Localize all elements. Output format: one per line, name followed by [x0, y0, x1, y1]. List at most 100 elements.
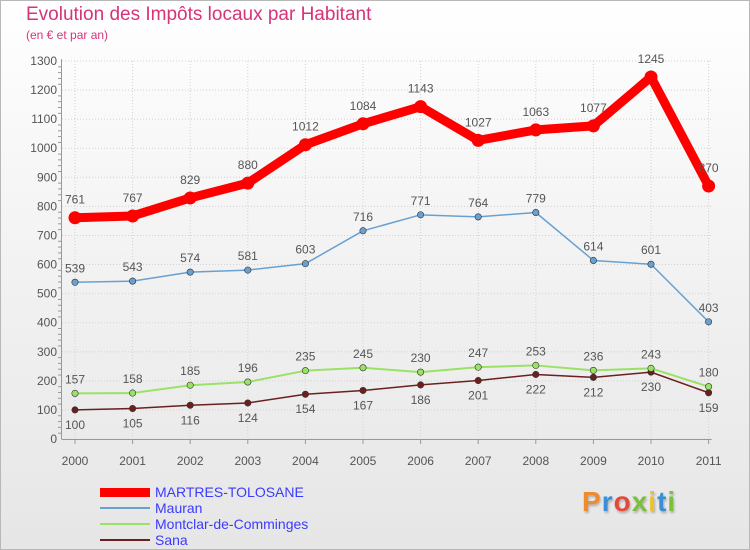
data-point-sana-2000	[71, 406, 79, 414]
data-label-montclar-de-comminges-2007: 247	[468, 346, 488, 360]
data-point-sana-2002	[186, 401, 194, 409]
data-point-mauran-2003	[244, 266, 252, 274]
data-label-montclar-de-comminges-2009: 236	[583, 349, 603, 363]
data-point-mauran-2006	[417, 211, 425, 219]
data-label-mauran-2011: 403	[699, 301, 719, 315]
x-tick-label-2011: 2011	[696, 454, 722, 468]
data-point-mauran-2009	[589, 256, 597, 264]
data-label-mauran-2007: 764	[468, 196, 488, 210]
chart-title: Evolution des Impôts locaux par Habitant	[26, 4, 372, 25]
data-point-mauran-2004	[301, 260, 309, 268]
y-tick-label-600: 600	[37, 258, 57, 272]
data-label-sana-2011: 159	[699, 401, 719, 415]
data-point-martres-tolosane-2011	[702, 179, 716, 193]
y-tick-label-1200: 1200	[30, 83, 57, 97]
data-label-montclar-de-comminges-2010: 243	[641, 347, 661, 361]
y-tick-label-800: 800	[37, 199, 57, 213]
data-point-mauran-2010	[647, 260, 655, 268]
data-point-montclar-de-comminges-2009	[589, 366, 597, 374]
data-point-sana-2003	[244, 399, 252, 407]
data-point-martres-tolosane-2000	[68, 211, 82, 225]
data-point-mauran-2001	[129, 277, 137, 285]
data-point-sana-2011	[705, 389, 713, 397]
data-label-mauran-2005: 716	[353, 210, 373, 224]
data-point-sana-2001	[129, 404, 137, 412]
x-tick-label-2008: 2008	[522, 454, 549, 468]
data-point-sana-2009	[589, 373, 597, 381]
data-label-mauran-2002: 574	[180, 251, 200, 265]
data-point-montclar-de-comminges-2011	[705, 383, 713, 391]
x-tick-label-2007: 2007	[465, 454, 492, 468]
data-label-martres-tolosane-2001: 767	[123, 191, 143, 205]
data-label-montclar-de-comminges-2001: 158	[123, 372, 143, 386]
proxiti-logo: Proxiti	[582, 486, 677, 517]
data-point-martres-tolosane-2002	[183, 191, 197, 205]
y-tick-label-900: 900	[37, 170, 57, 184]
data-point-montclar-de-comminges-2007	[474, 363, 482, 371]
x-tick-label-2002: 2002	[177, 454, 204, 468]
y-tick-label-1000: 1000	[30, 141, 57, 155]
data-label-martres-tolosane-2008: 1063	[522, 105, 549, 119]
data-label-sana-2008: 222	[526, 382, 546, 396]
data-label-martres-tolosane-2009: 1077	[580, 101, 607, 115]
data-point-mauran-2011	[705, 318, 713, 326]
y-tick-label-1300: 1300	[30, 54, 57, 68]
data-point-sana-2004	[301, 390, 309, 398]
data-point-montclar-de-comminges-2001	[129, 389, 137, 397]
legend-item-sana[interactable]: Sana	[100, 532, 308, 548]
data-label-sana-2001: 105	[123, 416, 143, 430]
data-label-sana-2003: 124	[238, 411, 258, 425]
data-point-mauran-2000	[71, 278, 79, 286]
data-label-martres-tolosane-2006: 1143	[408, 82, 434, 96]
data-label-martres-tolosane-2011: 870	[699, 161, 719, 175]
data-point-montclar-de-comminges-2010	[647, 364, 655, 372]
legend-swatch-mauran	[100, 507, 150, 509]
data-point-montclar-de-comminges-2003	[244, 378, 252, 386]
y-tick-label-0: 0	[50, 432, 57, 446]
data-point-martres-tolosane-2001	[126, 209, 140, 223]
data-label-sana-2004: 154	[295, 402, 315, 416]
data-label-mauran-2000: 539	[65, 261, 85, 275]
legend-item-martres-tolosane[interactable]: MARTRES-TOLOSANE	[100, 484, 308, 500]
y-tick-label-400: 400	[37, 316, 57, 330]
legend-label-sana: Sana	[155, 532, 188, 548]
data-label-montclar-de-comminges-2002: 185	[180, 364, 200, 378]
data-label-sana-2010: 230	[641, 380, 661, 394]
data-label-mauran-2003: 581	[238, 249, 258, 263]
data-point-mauran-2005	[359, 227, 367, 235]
data-label-mauran-2004: 603	[295, 243, 315, 257]
data-point-montclar-de-comminges-2004	[301, 367, 309, 375]
x-tick-label-2003: 2003	[234, 454, 261, 468]
data-label-sana-2005: 167	[353, 398, 373, 412]
data-point-montclar-de-comminges-2006	[417, 368, 425, 376]
data-label-sana-2006: 186	[411, 393, 431, 407]
data-label-sana-2007: 201	[468, 389, 488, 403]
legend-item-mauran[interactable]: Mauran	[100, 500, 308, 516]
legend-swatch-sana	[100, 539, 150, 541]
x-tick-label-2006: 2006	[407, 454, 434, 468]
series-line-martres-tolosane	[70, 72, 714, 223]
y-tick-label-300: 300	[37, 345, 57, 359]
x-tick-label-2000: 2000	[62, 454, 89, 468]
legend-label-martres-tolosane: MARTRES-TOLOSANE	[155, 484, 304, 500]
chart-subtitle: (en € et par an)	[26, 28, 109, 42]
data-point-montclar-de-comminges-2000	[71, 389, 79, 397]
data-label-martres-tolosane-2005: 1084	[350, 99, 377, 113]
data-label-montclar-de-comminges-2005: 245	[353, 347, 373, 361]
chart-legend: MARTRES-TOLOSANE Mauran Montclar-de-Comm…	[100, 484, 308, 548]
series-line-sana	[74, 371, 710, 411]
data-label-martres-tolosane-2000: 761	[65, 193, 85, 207]
x-tick-label-2001: 2001	[119, 454, 146, 468]
data-point-martres-tolosane-2006	[414, 100, 428, 114]
data-label-mauran-2008: 779	[526, 191, 546, 205]
y-tick-label-1100: 1100	[31, 112, 57, 126]
y-tick-label-500: 500	[37, 287, 57, 301]
data-label-martres-tolosane-2002: 829	[180, 173, 200, 187]
legend-item-montclar-de-comminges[interactable]: Montclar-de-Comminges	[100, 516, 308, 532]
x-tick-label-2005: 2005	[350, 454, 377, 468]
data-label-martres-tolosane-2010: 1245	[638, 52, 665, 66]
data-label-sana-2009: 212	[583, 385, 603, 399]
data-point-sana-2005	[359, 386, 367, 394]
